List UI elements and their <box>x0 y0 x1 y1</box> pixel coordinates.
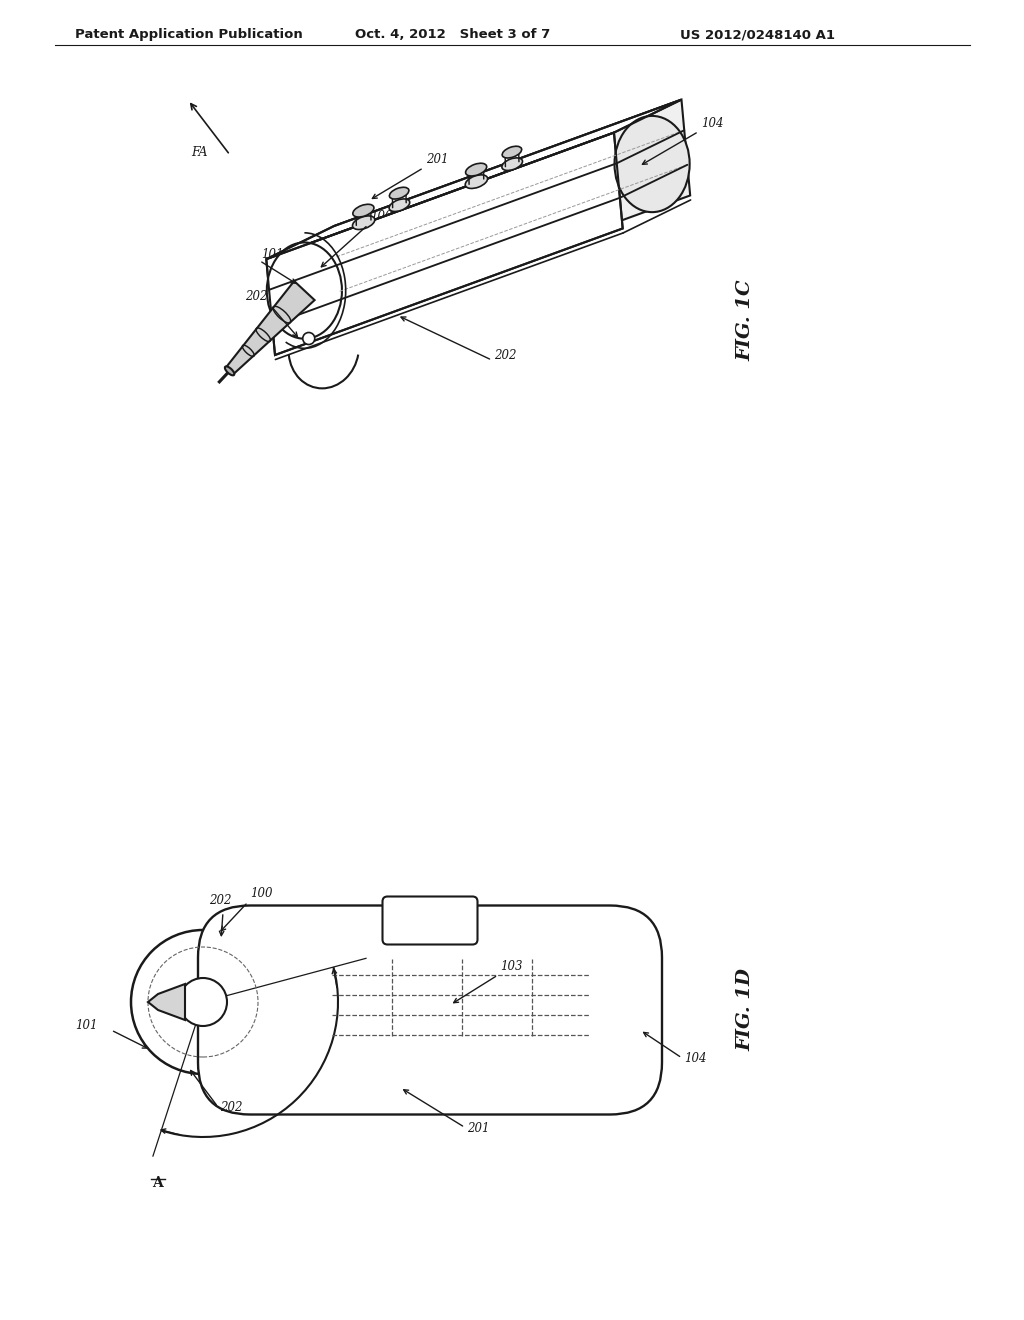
Polygon shape <box>266 99 681 259</box>
Ellipse shape <box>389 187 409 199</box>
Text: 202: 202 <box>495 350 516 362</box>
FancyBboxPatch shape <box>383 896 477 945</box>
Text: FIG. 1D: FIG. 1D <box>736 969 754 1052</box>
Text: 201: 201 <box>467 1122 489 1134</box>
Text: 201: 201 <box>426 153 449 166</box>
Text: 104: 104 <box>684 1052 707 1065</box>
Circle shape <box>179 978 227 1026</box>
Ellipse shape <box>225 367 234 375</box>
Ellipse shape <box>466 164 486 176</box>
Polygon shape <box>334 99 690 322</box>
Ellipse shape <box>465 174 487 189</box>
Circle shape <box>303 333 314 345</box>
Polygon shape <box>250 937 610 957</box>
Text: 101: 101 <box>261 248 284 260</box>
FancyBboxPatch shape <box>198 906 662 1114</box>
Text: FIG. 1C: FIG. 1C <box>736 280 754 360</box>
Ellipse shape <box>614 116 689 213</box>
Ellipse shape <box>389 199 410 211</box>
Ellipse shape <box>502 147 521 158</box>
Ellipse shape <box>267 243 342 339</box>
Polygon shape <box>266 132 623 355</box>
Text: 103: 103 <box>500 960 522 973</box>
Circle shape <box>131 931 275 1074</box>
Ellipse shape <box>502 158 522 170</box>
Text: 100: 100 <box>250 887 272 900</box>
Text: FA: FA <box>191 147 208 158</box>
Text: 202: 202 <box>246 290 267 304</box>
Text: 101: 101 <box>75 1019 97 1032</box>
Text: 202: 202 <box>209 894 231 907</box>
Ellipse shape <box>352 216 375 230</box>
Polygon shape <box>226 281 314 375</box>
Ellipse shape <box>353 205 374 216</box>
Text: 104: 104 <box>700 116 723 129</box>
Text: US 2012/0248140 A1: US 2012/0248140 A1 <box>680 28 835 41</box>
Text: Patent Application Publication: Patent Application Publication <box>75 28 303 41</box>
Polygon shape <box>148 983 185 1020</box>
Text: Oct. 4, 2012   Sheet 3 of 7: Oct. 4, 2012 Sheet 3 of 7 <box>355 28 550 41</box>
Text: 202: 202 <box>220 1101 243 1114</box>
Text: A: A <box>153 1176 163 1191</box>
Text: 100: 100 <box>370 210 392 223</box>
